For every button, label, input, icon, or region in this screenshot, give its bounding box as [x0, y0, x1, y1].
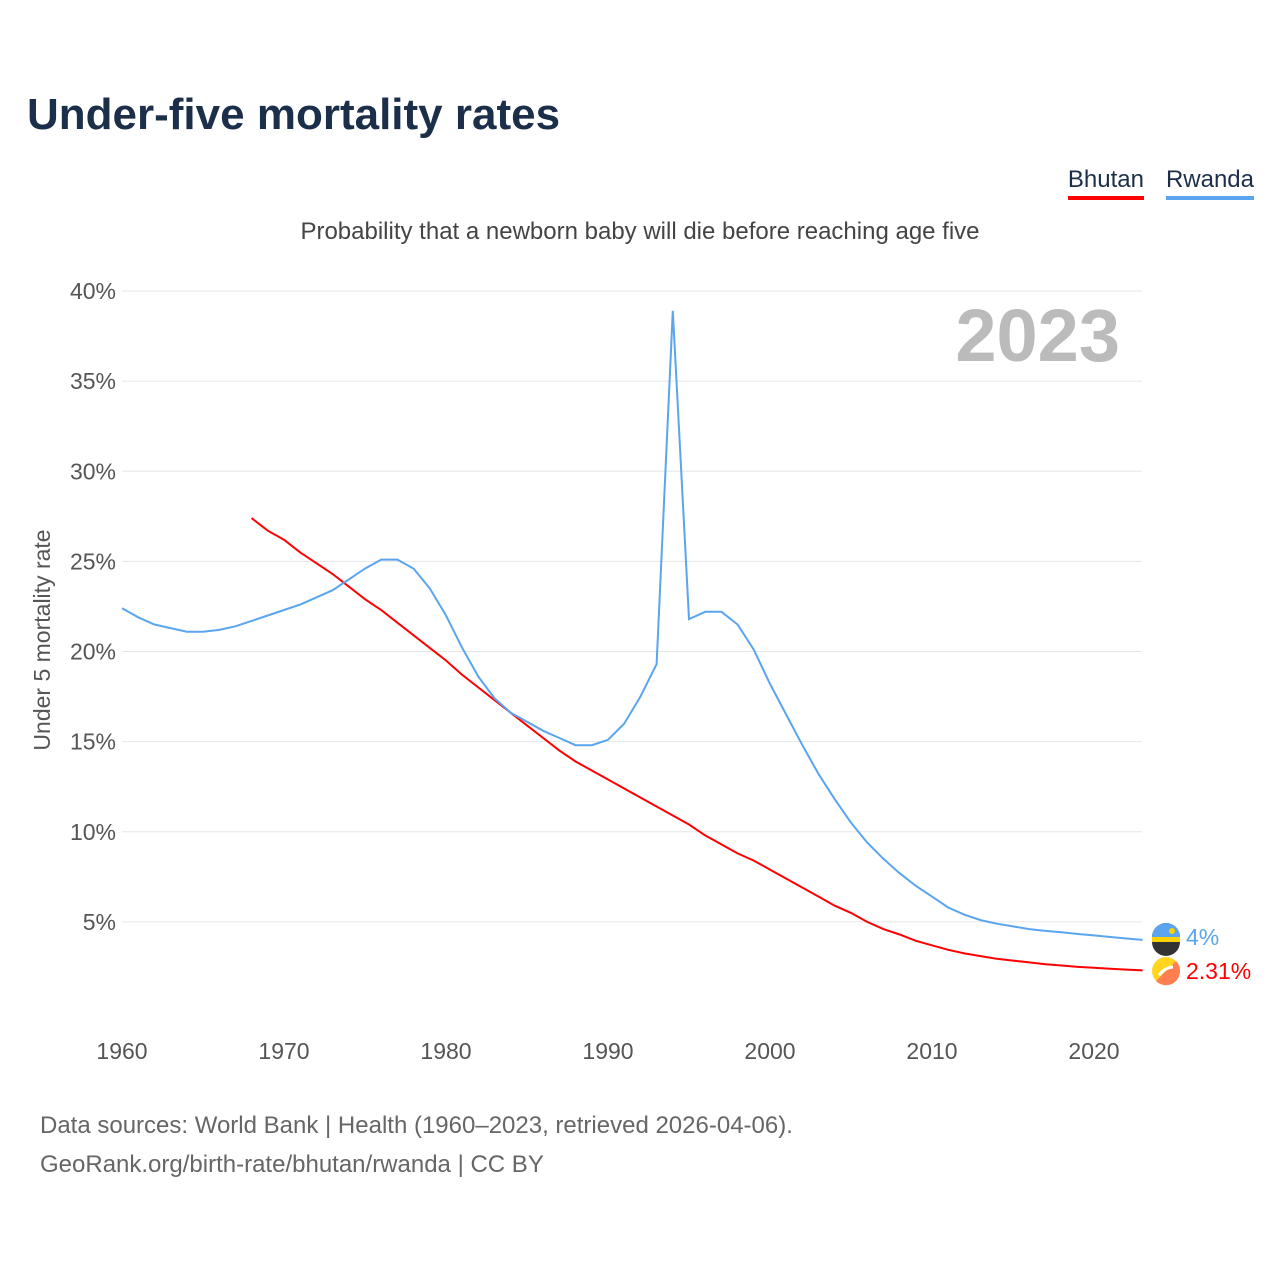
y-tick-label: 10% [70, 819, 116, 845]
x-tick-label: 2010 [906, 1038, 957, 1064]
y-tick-label: 25% [70, 548, 116, 574]
series-line-bhutan [250, 517, 1143, 972]
chart-title: Under-five mortality rates [27, 90, 561, 139]
chart-subtitle: Probability that a newborn baby will die… [300, 218, 980, 245]
x-tick-label: 2000 [744, 1038, 795, 1064]
y-tick-label: 20% [70, 639, 116, 665]
legend-item-rwanda[interactable]: Rwanda [1165, 166, 1254, 200]
source-line-1: Data sources: World Bank | Health (1960–… [40, 1112, 793, 1139]
flag-icon-bhutan [1152, 957, 1181, 986]
flag-icon-rwanda [1152, 923, 1180, 956]
legend-item-bhutan[interactable]: Bhutan [1067, 166, 1144, 200]
y-tick-label: 40% [70, 278, 116, 304]
x-tick-label: 2020 [1068, 1038, 1119, 1064]
y-tick-label: 30% [70, 458, 116, 484]
y-tick-label: 35% [70, 368, 116, 394]
legend: Bhutan Rwanda [1067, 166, 1254, 200]
x-tick-label: 1980 [420, 1038, 471, 1064]
y-tick-label: 15% [70, 729, 116, 755]
end-label-rwanda: 4% [1186, 924, 1219, 950]
series-line-rwanda [121, 310, 1143, 941]
year-label: 2023 [955, 294, 1120, 377]
y-axis-label: Under 5 mortality rate [29, 529, 55, 750]
source-line-2[interactable]: GeoRank.org/birth-rate/bhutan/rwanda | C… [40, 1151, 544, 1178]
x-tick-label: 1990 [582, 1038, 633, 1064]
y-tick-label: 5% [83, 909, 116, 935]
end-label-bhutan: 2.31% [1186, 958, 1251, 984]
source-note: Data sources: World Bank | Health (1960–… [40, 1106, 793, 1184]
x-tick-label: 1960 [96, 1038, 147, 1064]
x-tick-label: 1970 [258, 1038, 309, 1064]
